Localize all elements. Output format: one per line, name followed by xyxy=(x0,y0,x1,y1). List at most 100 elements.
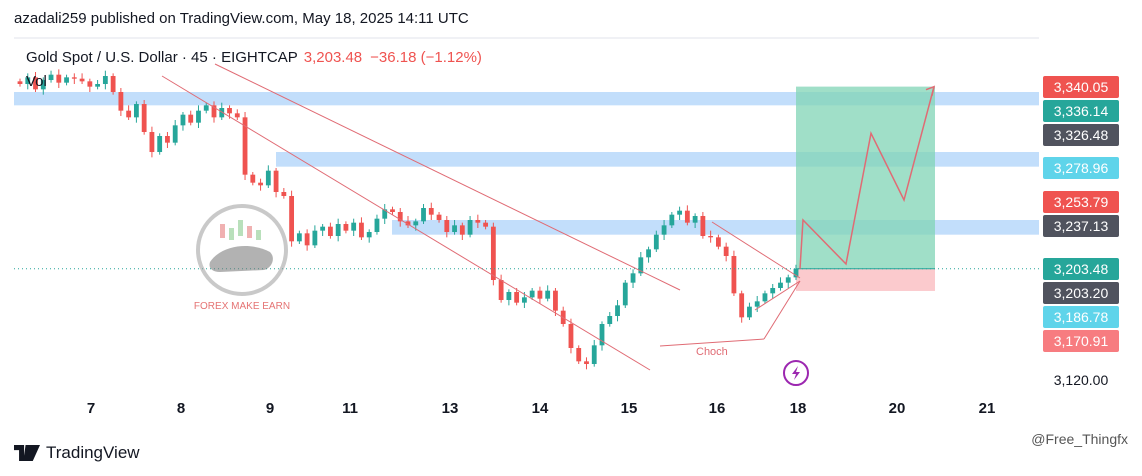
candle-body xyxy=(141,104,147,133)
candle-body xyxy=(87,81,93,87)
long-position-tool[interactable] xyxy=(796,86,935,291)
candle-body xyxy=(102,76,108,85)
channel-upper-line xyxy=(214,63,681,291)
candle-body xyxy=(584,361,589,365)
candle-body xyxy=(234,113,240,118)
candle-body xyxy=(568,324,574,349)
symbol-legend[interactable]: Gold Spot / U.S. Dollar · 45 · EIGHTCAP 3… xyxy=(26,49,482,66)
projected-path xyxy=(799,85,936,269)
candle-body xyxy=(203,105,209,111)
tradingview-branding[interactable]: TradingView xyxy=(14,443,140,463)
candle-body xyxy=(48,74,54,81)
candle-body xyxy=(661,225,667,235)
wedge-lower-line xyxy=(754,280,801,311)
candle-body xyxy=(576,348,582,362)
candle-body xyxy=(327,226,333,237)
price-label: 3,170.91 xyxy=(1043,329,1119,352)
candle-body xyxy=(126,110,132,118)
candle-body xyxy=(506,292,512,301)
candle-body xyxy=(684,210,690,223)
x-tick: 15 xyxy=(620,400,638,417)
candle-body xyxy=(172,125,178,143)
candle-body xyxy=(273,170,279,193)
candle-body xyxy=(762,293,768,302)
volume-legend[interactable]: Vol xyxy=(26,73,47,90)
candle-body xyxy=(405,221,411,226)
price-label: 3,203.20 xyxy=(1043,281,1119,304)
candle-body xyxy=(40,80,46,90)
stop-zone[interactable] xyxy=(796,268,935,291)
candle-body xyxy=(250,174,256,183)
candle-body xyxy=(33,77,38,90)
candle-body xyxy=(793,268,799,278)
candle-body xyxy=(366,232,372,238)
candle-body xyxy=(428,208,434,215)
candle-body xyxy=(265,170,271,186)
candle-body xyxy=(646,249,651,258)
price-label: 3,336.14 xyxy=(1043,99,1119,122)
x-tick: 18 xyxy=(789,400,807,417)
candle-body xyxy=(25,77,31,85)
candle-body xyxy=(180,114,186,126)
candle-body xyxy=(692,216,698,223)
candle-body xyxy=(320,226,326,231)
target-zone[interactable] xyxy=(796,86,935,269)
x-tick: 9 xyxy=(265,400,275,417)
candle-body xyxy=(483,222,489,227)
candle-body xyxy=(118,92,124,111)
candle-body xyxy=(467,220,473,235)
candle-body xyxy=(770,288,776,294)
candle-body xyxy=(754,301,760,307)
candle-body xyxy=(95,84,101,87)
publish-header: azadali259 published on TradingView.com,… xyxy=(14,10,469,27)
candle-body xyxy=(622,282,628,306)
price-change: −36.18 (−1.12%) xyxy=(370,49,482,66)
candle-body xyxy=(452,225,457,233)
candle-body xyxy=(778,282,783,289)
candle-body xyxy=(514,292,520,303)
candle-body xyxy=(553,290,558,311)
x-tick: 21 xyxy=(978,400,996,417)
candle-body xyxy=(359,222,364,238)
candle-body xyxy=(281,192,287,197)
candle-body xyxy=(444,220,450,233)
price-label: 3,340.05 xyxy=(1043,75,1119,98)
candle-body xyxy=(785,277,791,283)
candle-body xyxy=(591,345,597,365)
candle-body xyxy=(165,136,170,143)
candle-body xyxy=(723,246,729,257)
candle-body xyxy=(149,132,155,153)
candle-body xyxy=(529,290,535,298)
price-label: 3,120.00 xyxy=(1053,372,1109,388)
tradingview-logo-icon xyxy=(14,445,40,461)
candle-body xyxy=(374,218,380,233)
candle-body xyxy=(490,226,496,281)
candle-body xyxy=(71,77,77,79)
price-label: 3,203.48 xyxy=(1043,257,1119,280)
x-tick: 16 xyxy=(708,400,726,417)
forex-make-earn-logo xyxy=(196,204,288,296)
candle-body xyxy=(747,306,752,318)
candle-body xyxy=(219,108,225,118)
candle-body xyxy=(669,214,675,226)
candle-body xyxy=(227,108,232,114)
candle-body xyxy=(312,230,318,246)
candle-body xyxy=(133,104,139,118)
projection-arrowhead xyxy=(925,85,936,96)
candle-body xyxy=(731,256,737,294)
lightning-icon[interactable] xyxy=(783,360,809,386)
x-tick: 13 xyxy=(441,400,459,417)
x-tick: 7 xyxy=(86,400,96,417)
candle-body xyxy=(677,210,683,215)
zone-band xyxy=(14,92,1039,106)
forex-make-earn-text: FOREX MAKE EARN xyxy=(194,301,290,312)
candle-body xyxy=(242,117,248,175)
candle-body xyxy=(615,305,620,317)
candle-body xyxy=(436,214,442,221)
choch-label: Choch xyxy=(696,346,728,358)
candle-body xyxy=(607,316,613,325)
candle-body xyxy=(343,224,349,231)
last-price: 3,203.48 xyxy=(303,49,363,66)
candlesticks xyxy=(17,69,799,370)
